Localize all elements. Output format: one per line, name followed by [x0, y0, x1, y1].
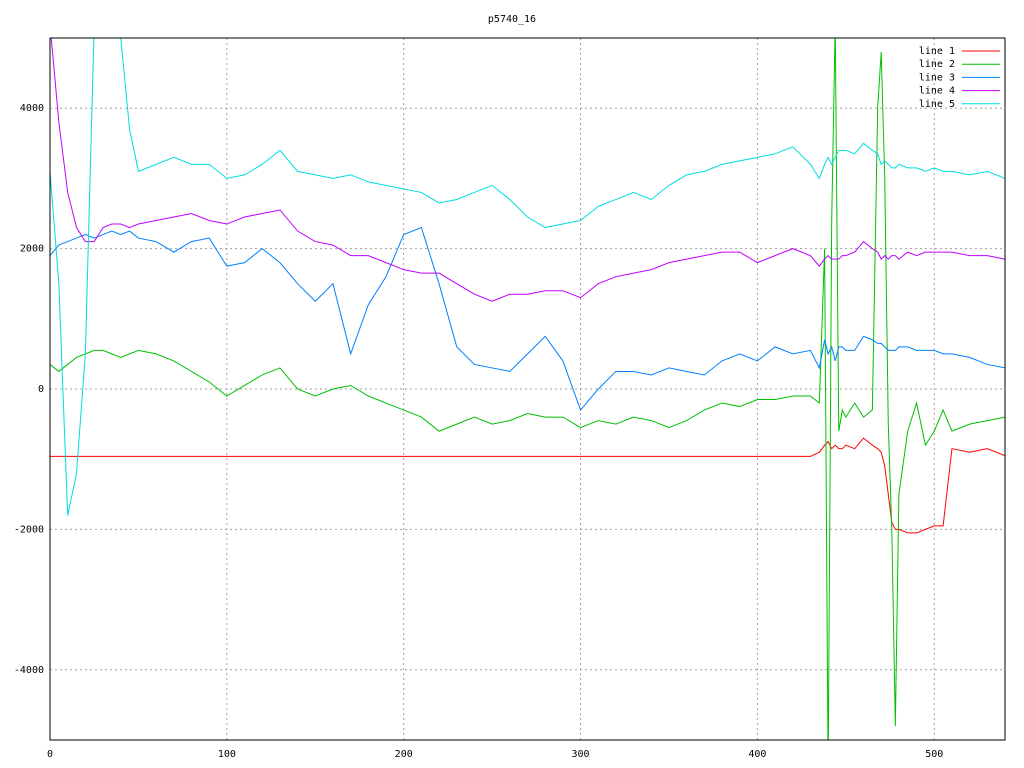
y-tick-label: -4000: [14, 665, 44, 676]
y-tick-label: 4000: [20, 103, 44, 114]
legend-label: line 5: [919, 99, 955, 110]
legend-label: line 1: [919, 46, 955, 57]
chart-title: p5740_16: [488, 14, 536, 25]
x-tick-label: 500: [925, 749, 943, 760]
data-line: [50, 38, 1005, 516]
legend-label: line 2: [919, 59, 955, 70]
plot-area: [50, 38, 1005, 740]
data-line: [50, 38, 1005, 302]
x-tick-label: 400: [748, 749, 766, 760]
data-line: [50, 38, 1005, 740]
data-line: [50, 437, 1005, 534]
data-line: [50, 226, 1005, 412]
legend-label: line 3: [919, 72, 955, 83]
y-tick-label: -2000: [14, 524, 44, 535]
plot-border: [49, 37, 1006, 741]
x-tick-label: 0: [47, 749, 53, 760]
x-tick-label: 200: [395, 749, 413, 760]
y-tick-label: 0: [38, 384, 44, 395]
y-tick-label: 2000: [20, 244, 44, 255]
legend-label: line 4: [919, 86, 955, 97]
x-tick-label: 100: [218, 749, 236, 760]
x-tick-label: 300: [572, 749, 590, 760]
